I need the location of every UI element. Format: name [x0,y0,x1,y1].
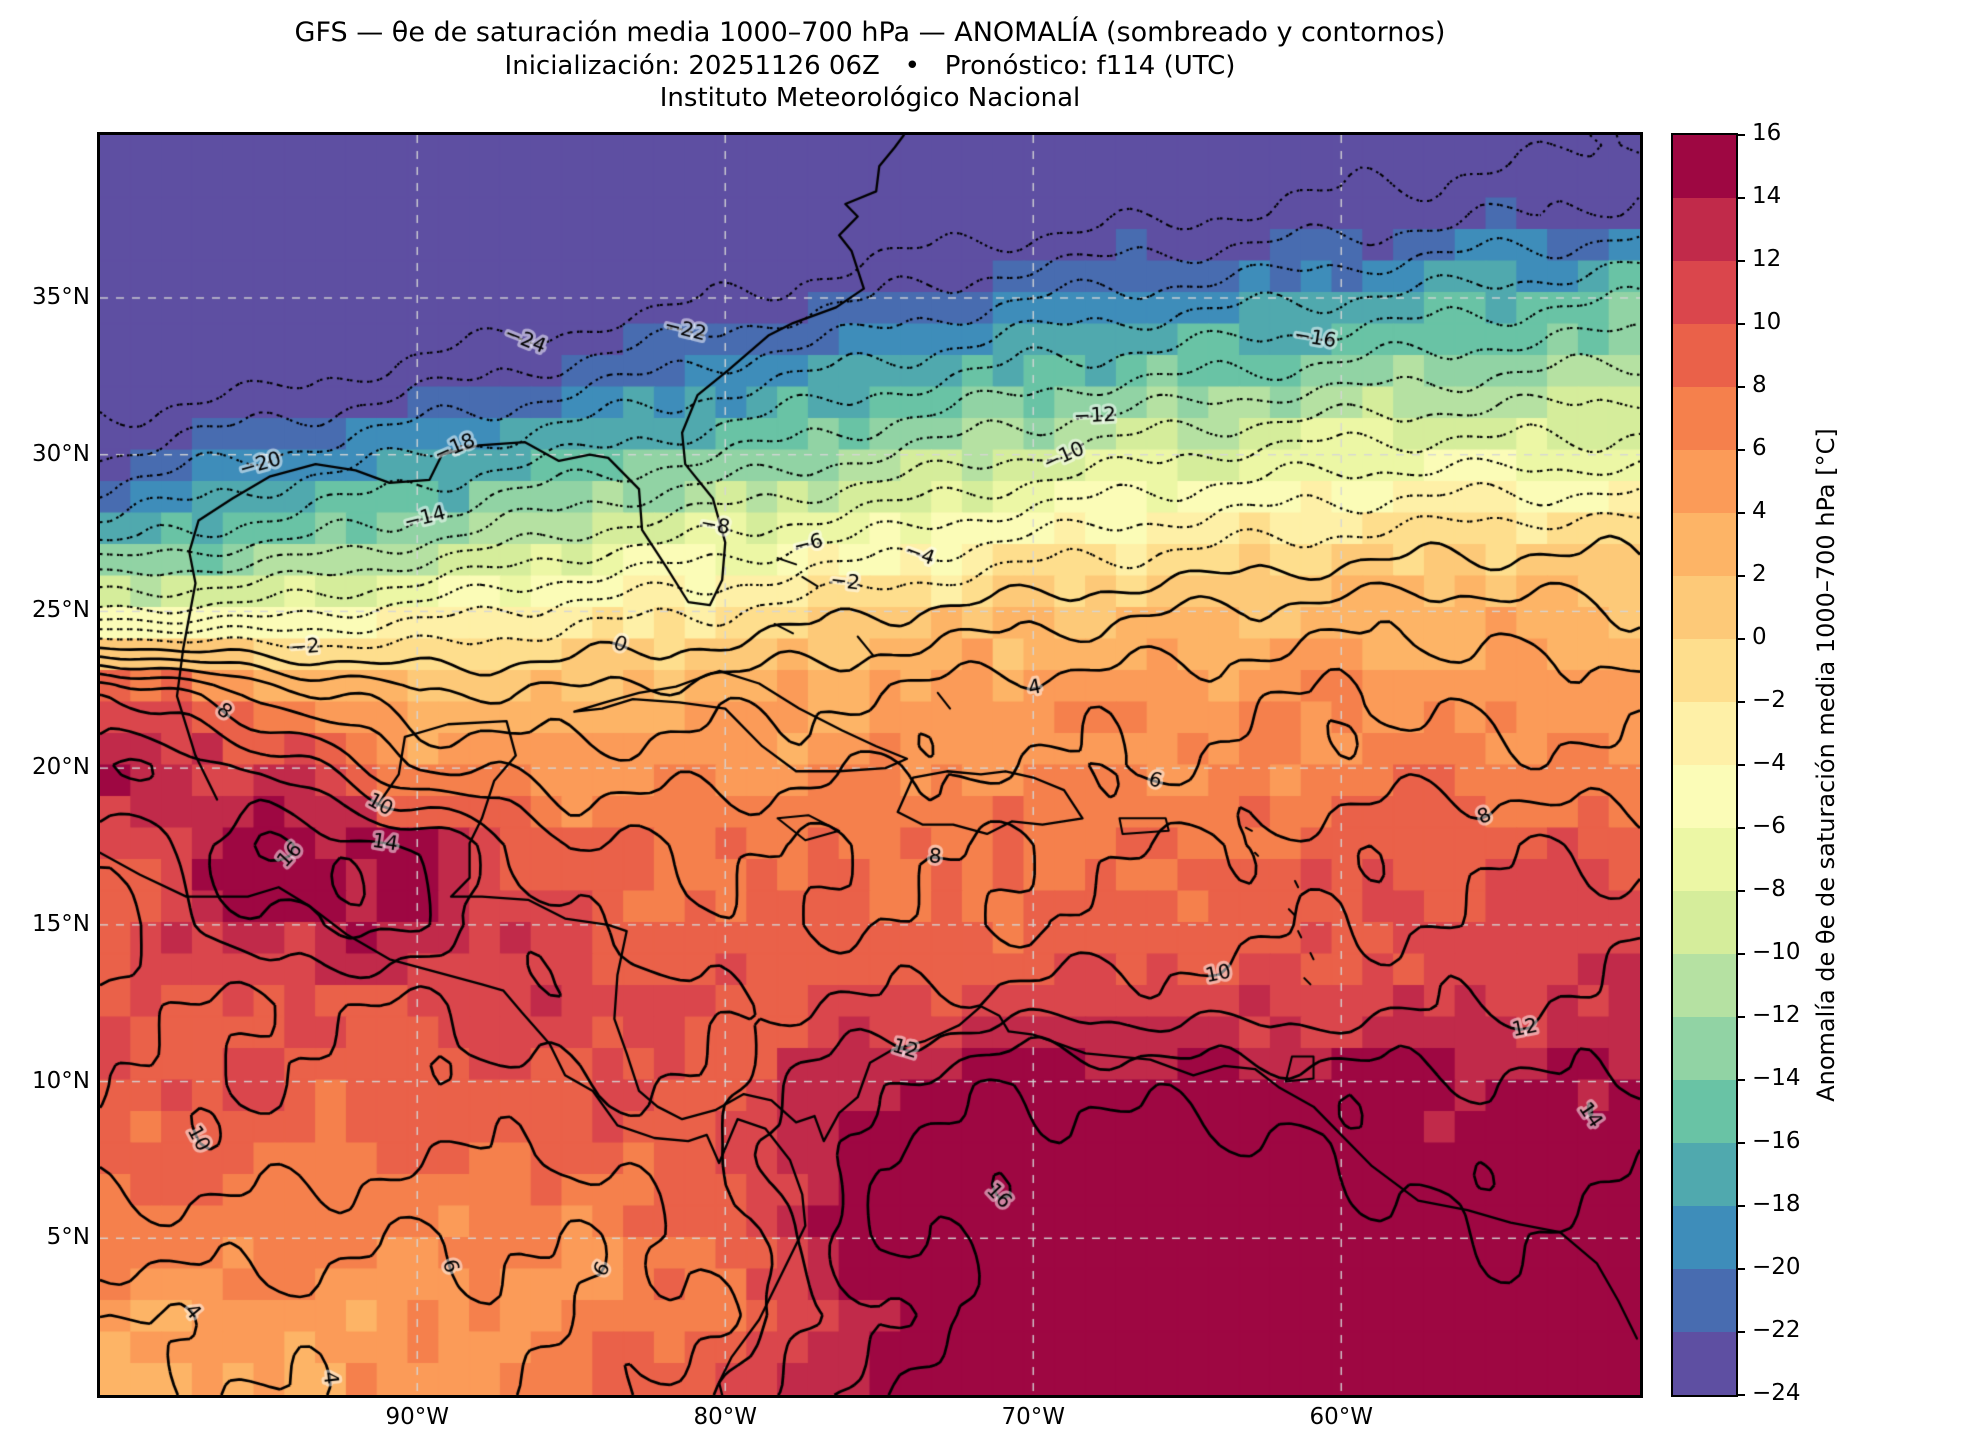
colorbar-segment [1673,198,1736,261]
colorbar-segment [1673,765,1736,828]
colorbar-tick-label: −22 [1752,1317,1801,1343]
colorbar-tick-label: −18 [1752,1191,1801,1217]
chart-title: GFS — θe de saturación media 1000–700 hP… [294,17,1446,48]
y-axis-tick-label: 15°N [32,910,90,937]
y-axis-tick-label: 35°N [32,283,90,310]
x-axis-tick-label: 80°W [693,1404,757,1430]
y-axis-tick-label: 20°N [32,754,90,781]
colorbar-tick-label: 4 [1752,498,1767,524]
colorbar-tick-label: −6 [1752,813,1786,839]
colorbar-segment [1673,702,1736,765]
colorbar-segment [1673,576,1736,639]
colorbar-axis-label: Anomalía de θe de saturación media 1000–… [1812,428,1840,1102]
x-axis-tick-label: 70°W [1001,1404,1065,1430]
colorbar-tick-label: 2 [1752,561,1767,587]
colorbar-segment [1673,1332,1736,1395]
map-plot-area [100,135,1640,1395]
anomaly-map-canvas [100,135,1640,1395]
colorbar-segment [1673,1143,1736,1206]
chart-subtitle-init-forecast: Inicialización: 20251126 06Z • Pronóstic… [504,50,1236,81]
colorbar-segment [1673,828,1736,891]
colorbar-segment [1673,324,1736,387]
colorbar-tick-label: −2 [1752,687,1786,713]
colorbar-segment [1673,513,1736,576]
colorbar-tick-label: 0 [1752,624,1767,650]
colorbar-segment [1673,1269,1736,1332]
colorbar-segment [1673,387,1736,450]
colorbar-tick-label: −20 [1752,1254,1801,1280]
colorbar-tick-label: −24 [1752,1380,1801,1406]
colorbar-segment [1673,135,1736,198]
colorbar-tick-label: 10 [1752,309,1782,335]
colorbar-segment [1673,891,1736,954]
colorbar-tick-label: 6 [1752,435,1767,461]
colorbar-segment [1673,1080,1736,1143]
colorbar-segment [1673,450,1736,513]
colorbar-segment [1673,639,1736,702]
colorbar-tick-label: 16 [1752,120,1782,146]
colorbar-segment [1673,1206,1736,1269]
x-axis-tick-label: 60°W [1309,1404,1373,1430]
colorbar-segment [1673,954,1736,1017]
colorbar-tick-label: 12 [1752,246,1782,272]
colorbar-tick-label: 8 [1752,372,1767,398]
x-axis-tick-label: 90°W [385,1404,449,1430]
y-axis-tick-label: 5°N [46,1224,90,1251]
title-block: GFS — θe de saturación media 1000–700 hP… [100,16,1640,115]
colorbar-tick-label: −12 [1752,1002,1801,1028]
y-axis-tick-label: 25°N [32,597,90,624]
y-axis-tick-label: 10°N [32,1067,90,1094]
colorbar-tick-label: −10 [1752,939,1801,965]
colorbar-segment [1673,261,1736,324]
chart-subtitle-institution: Instituto Meteorológico Nacional [659,83,1081,114]
colorbar-tick-label: −8 [1752,876,1786,902]
colorbar-tick-label: −4 [1752,750,1786,776]
colorbar-tick-label: −16 [1752,1128,1801,1154]
colorbar-tick-label: −14 [1752,1065,1801,1091]
colorbar-tick-label: 14 [1752,183,1782,209]
y-axis-tick-label: 30°N [32,440,90,467]
colorbar-segment [1673,1017,1736,1080]
colorbar [1671,133,1738,1397]
